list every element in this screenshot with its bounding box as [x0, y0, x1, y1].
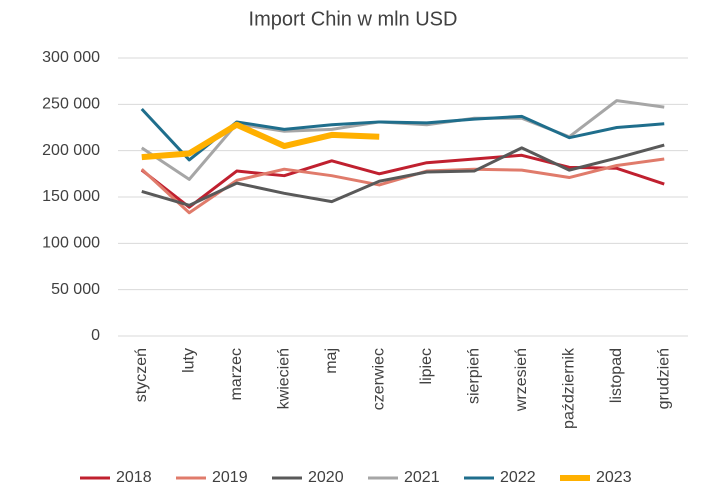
- legend-label: 2021: [404, 469, 440, 486]
- y-tick-label: 200 000: [42, 142, 100, 159]
- legend-label: 2022: [500, 469, 536, 486]
- x-tick-label: styczeń: [133, 348, 150, 402]
- x-tick-label: wrzesień: [513, 348, 530, 412]
- x-tick-label: czerwiec: [370, 348, 387, 410]
- x-tick-label: listopad: [608, 348, 625, 403]
- x-tick-label: luty: [180, 348, 197, 373]
- legend-label: 2018: [116, 469, 152, 486]
- y-tick-label: 50 000: [51, 281, 100, 298]
- x-tick-label: maj: [323, 348, 340, 374]
- x-tick-label: lipiec: [418, 348, 435, 384]
- legend-label: 2020: [308, 469, 344, 486]
- series-line: [141, 121, 380, 161]
- y-tick-label: 250 000: [42, 96, 100, 113]
- y-tick-label: 300 000: [42, 49, 100, 66]
- x-tick-label: grudzień: [655, 348, 672, 409]
- series-line: [140, 153, 665, 209]
- x-tick-label: marzec: [228, 348, 245, 400]
- series-line: [141, 143, 665, 207]
- y-tick-label: 100 000: [42, 235, 100, 252]
- chart-title: Import Chin w mln USD: [249, 8, 458, 30]
- y-tick-label: 150 000: [42, 188, 100, 205]
- x-tick-label: sierpień: [465, 348, 482, 404]
- legend-label: 2023: [596, 469, 632, 486]
- y-tick-label: 0: [91, 327, 100, 344]
- x-tick-label: październik: [560, 347, 577, 429]
- x-tick-label: kwiecień: [275, 348, 292, 409]
- legend-label: 2019: [212, 469, 248, 486]
